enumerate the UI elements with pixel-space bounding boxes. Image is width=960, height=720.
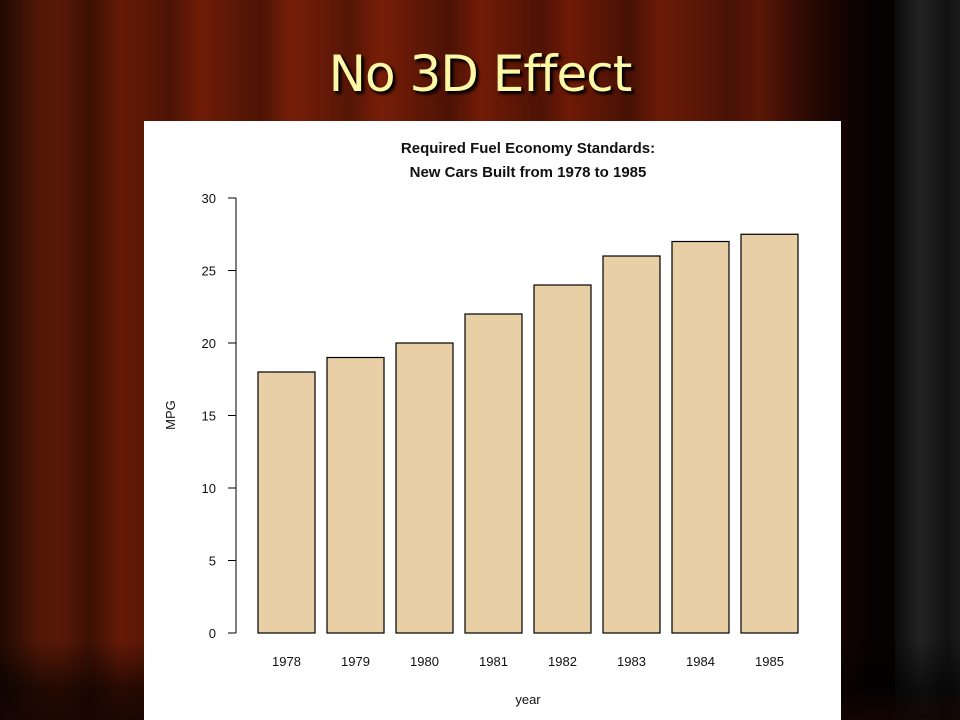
x-axis-label: year xyxy=(515,692,541,707)
slide-title: No 3D Effect xyxy=(328,45,633,103)
bar-1979 xyxy=(326,356,385,634)
y-tick-label: 5 xyxy=(209,554,216,569)
bar-1985 xyxy=(740,233,799,634)
y-tick-label: 15 xyxy=(202,409,216,424)
x-tick-label: 1984 xyxy=(686,654,715,669)
x-tick-label: 1979 xyxy=(341,654,370,669)
x-tick-label: 1982 xyxy=(548,654,577,669)
y-tick-label: 20 xyxy=(202,336,216,351)
bar-1984 xyxy=(671,240,730,634)
y-tick-label: 25 xyxy=(202,264,216,279)
y-tick-label: 30 xyxy=(202,191,216,206)
bar-1981 xyxy=(464,313,523,634)
y-axis-label: MPG xyxy=(163,400,178,430)
bar-chart: Required Fuel Economy Standards: New Car… xyxy=(163,140,799,707)
right-curtain-drape xyxy=(895,0,960,720)
y-tick-label: 0 xyxy=(209,626,216,641)
bar-1978 xyxy=(257,371,316,634)
y-axis: 0 5 10 15 20 25 30 xyxy=(202,191,237,641)
x-tick-label: 1978 xyxy=(272,654,301,669)
x-tick-label: 1980 xyxy=(410,654,439,669)
x-tick-label: 1981 xyxy=(479,654,508,669)
x-tick-label: 1983 xyxy=(617,654,646,669)
chart-title-line-2: New Cars Built from 1978 to 1985 xyxy=(410,164,647,181)
bar-1983 xyxy=(602,255,661,634)
bar-1980 xyxy=(395,342,454,634)
bars xyxy=(257,233,799,634)
chart-title-line-1: Required Fuel Economy Standards: xyxy=(401,140,655,157)
y-tick-label: 10 xyxy=(202,481,216,496)
x-axis-tick-labels: 1978 1979 1980 1981 1982 1983 1984 1985 xyxy=(272,654,784,669)
bar-1982 xyxy=(533,284,592,634)
chart-panel: Required Fuel Economy Standards: New Car… xyxy=(144,121,841,720)
x-tick-label: 1985 xyxy=(755,654,784,669)
